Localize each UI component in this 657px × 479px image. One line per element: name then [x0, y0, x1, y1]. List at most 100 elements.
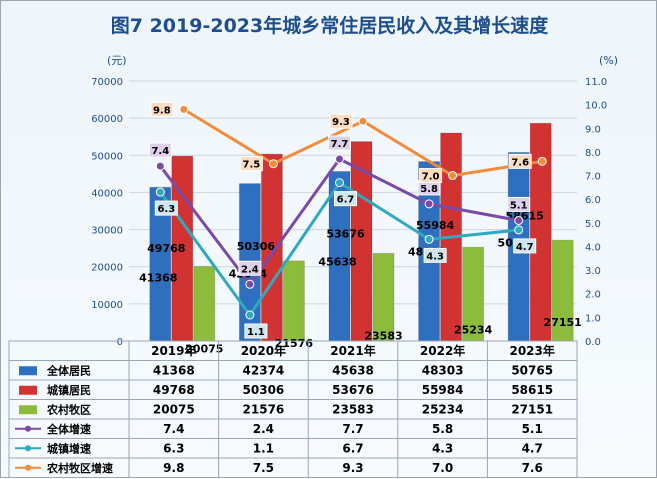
x-tick-label: 2020年 — [241, 343, 286, 358]
table-cell: 7.7 — [342, 422, 363, 436]
table-cell: 5.1 — [522, 422, 543, 436]
bar-value-label: 23583 — [364, 329, 402, 342]
x-tick-label: 2021年 — [330, 343, 375, 358]
table-cell: 7.4 — [163, 422, 184, 436]
series-point — [335, 178, 344, 188]
table-row-label: 全体增速 — [46, 422, 91, 436]
line-label-box — [513, 238, 537, 254]
y-left-tick-label: 60000 — [91, 114, 123, 125]
series-point — [268, 159, 278, 169]
table-cell: 6.7 — [342, 441, 363, 455]
table-cell: 27151 — [511, 402, 553, 416]
x-tick-label: 2023年 — [509, 343, 554, 358]
table-cell: 7.6 — [522, 461, 543, 475]
y-left-tick-label: 20000 — [91, 263, 123, 274]
line-value-label: 7.4 — [151, 146, 169, 157]
table-row-label: 农村牧区增速 — [46, 461, 113, 475]
legend-key — [19, 366, 37, 376]
y-left-tick-label: 70000 — [91, 77, 123, 88]
table-cell: 20075 — [153, 402, 195, 416]
table-cell: 7.5 — [253, 461, 274, 475]
bar-value-label: 20075 — [185, 342, 223, 355]
y-right-tick-label: 4.0 — [585, 242, 601, 253]
line-label-box — [507, 196, 531, 212]
table-cell: 50765 — [511, 363, 553, 377]
bar — [372, 252, 395, 342]
series-point — [179, 104, 189, 114]
table-outline — [8, 340, 578, 478]
bar — [529, 122, 552, 342]
line-label-box — [238, 260, 262, 276]
line-label-box — [244, 323, 268, 339]
series-point — [245, 279, 255, 289]
table-cell: 9.3 — [342, 461, 363, 475]
line-value-label: 7.5 — [243, 160, 261, 171]
y-left-unit: (元) — [107, 54, 127, 67]
legend-key-point — [25, 445, 31, 452]
y-right-tick-label: 5.0 — [585, 219, 601, 230]
line-value-label: 4.7 — [516, 242, 534, 253]
line-label-box — [328, 135, 351, 151]
line-value-label: 4.3 — [426, 251, 444, 262]
y-right-tick-label: 9.0 — [585, 124, 601, 135]
table-cell: 49768 — [153, 383, 195, 397]
y-right-tick-label: 7.0 — [585, 172, 601, 183]
line-value-label: 5.1 — [510, 200, 528, 211]
series-point — [155, 161, 165, 171]
line-value-label: 7.7 — [331, 139, 349, 150]
chart-title: 图7 2019-2023年城乡常住居民收入及其增长速度 — [110, 15, 549, 37]
y-right-tick-label: 11.0 — [585, 77, 607, 88]
legend-key-point — [25, 425, 31, 432]
y-right-tick-label: 2.0 — [585, 290, 601, 301]
series-point — [358, 116, 368, 126]
bar-value-label: 41368 — [139, 271, 177, 284]
table-cell: 6.3 — [163, 441, 184, 455]
series-point — [514, 225, 524, 235]
table-cell: 58615 — [511, 383, 553, 397]
table-cell: 4.3 — [432, 441, 453, 455]
y-right-tick-label: 8.0 — [585, 148, 601, 159]
bar-value-label: 49768 — [147, 242, 185, 255]
y-left-tick-label: 10000 — [91, 300, 123, 311]
bar-value-label: 21576 — [275, 337, 314, 350]
bar — [193, 265, 216, 342]
line-label-box — [419, 168, 443, 184]
y-left-tick-label: 0 — [117, 337, 123, 348]
line-label-box — [423, 247, 447, 263]
line-value-label: 9.8 — [153, 105, 171, 116]
line-label-box — [508, 153, 532, 169]
series-point — [537, 156, 547, 166]
series-point — [335, 154, 344, 164]
legend-key-point — [25, 464, 31, 471]
table-row-label: 城镇增速 — [47, 441, 91, 455]
line-value-label: 7.6 — [511, 157, 529, 168]
line-label-box — [154, 200, 178, 216]
line-value-label: 6.7 — [337, 195, 355, 206]
line-value-label: 1.1 — [247, 327, 265, 338]
table-cell: 48303 — [422, 363, 464, 377]
bar-value-label: 53676 — [326, 228, 365, 241]
y-left-tick-label: 40000 — [91, 188, 123, 199]
series-point — [155, 187, 165, 197]
line-label-box — [329, 113, 353, 129]
table-cell: 21576 — [243, 402, 285, 416]
line-label-box — [150, 101, 174, 117]
series-point — [424, 234, 434, 244]
table-row-label: 农村牧区 — [46, 402, 91, 416]
table-cell: 5.8 — [432, 422, 453, 436]
line-value-label: 9.3 — [332, 117, 350, 128]
y-right-tick-label: 1.0 — [585, 313, 601, 324]
series-point — [245, 310, 255, 320]
bar-value-label: 50306 — [237, 240, 276, 253]
table-cell: 50306 — [243, 383, 285, 397]
bar-value-label: 45638 — [318, 255, 356, 268]
y-right-tick-label: 10.0 — [585, 101, 607, 112]
series-point — [424, 199, 434, 209]
x-tick-label: 2022年 — [420, 343, 465, 358]
line-value-label: 5.8 — [420, 184, 438, 195]
table-cell: 4.7 — [522, 441, 543, 455]
table-cell: 53676 — [332, 383, 374, 397]
line-label-box — [148, 142, 172, 158]
